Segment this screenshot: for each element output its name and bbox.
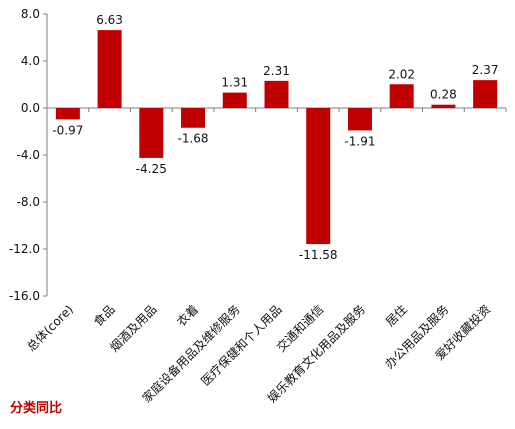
bar	[431, 104, 456, 108]
data-label: 2.02	[388, 67, 415, 81]
y-tick-label: -12.0	[9, 242, 40, 256]
data-label: 2.31	[263, 64, 290, 78]
y-tick-label: -8.0	[17, 195, 40, 209]
data-label: -11.58	[299, 248, 338, 262]
data-label: -4.25	[136, 162, 167, 176]
data-label: 0.28	[430, 88, 457, 102]
bar	[264, 80, 289, 108]
y-tick-label: -4.0	[17, 148, 40, 162]
bar	[347, 108, 372, 131]
data-label: -1.91	[344, 134, 375, 148]
y-tick-label: -16.0	[9, 289, 40, 303]
y-tick-label: 8.0	[21, 7, 40, 21]
footer-title: 分类同比	[10, 401, 63, 416]
x-category-label: 总体(core)	[24, 302, 76, 354]
x-category-label: 医疗保健和个人用品	[198, 302, 284, 388]
bar	[389, 84, 414, 108]
x-category-label: 食品	[90, 302, 118, 330]
label-layer: 8.0 4.0 0.0 -4.0 -8.0 -12.0 -16.0 -0.97 6.63 -4.2…	[9, 7, 499, 405]
bar	[222, 92, 247, 108]
bar-layer	[55, 30, 498, 245]
data-label: 6.63	[96, 13, 123, 27]
bar	[55, 108, 80, 120]
x-category-label: 居住	[383, 302, 410, 329]
x-category-label: 衣着	[174, 302, 202, 330]
bar	[306, 108, 331, 245]
bar	[139, 108, 164, 158]
bar	[181, 108, 206, 128]
data-label: 1.31	[221, 76, 248, 90]
y-tick-label: 0.0	[21, 101, 40, 115]
bar	[97, 30, 122, 108]
y-tick-label: 4.0	[21, 54, 40, 68]
bar	[473, 80, 498, 108]
data-label: -1.68	[178, 132, 209, 146]
data-label: 2.37	[472, 63, 499, 77]
data-label: -0.97	[52, 123, 83, 137]
